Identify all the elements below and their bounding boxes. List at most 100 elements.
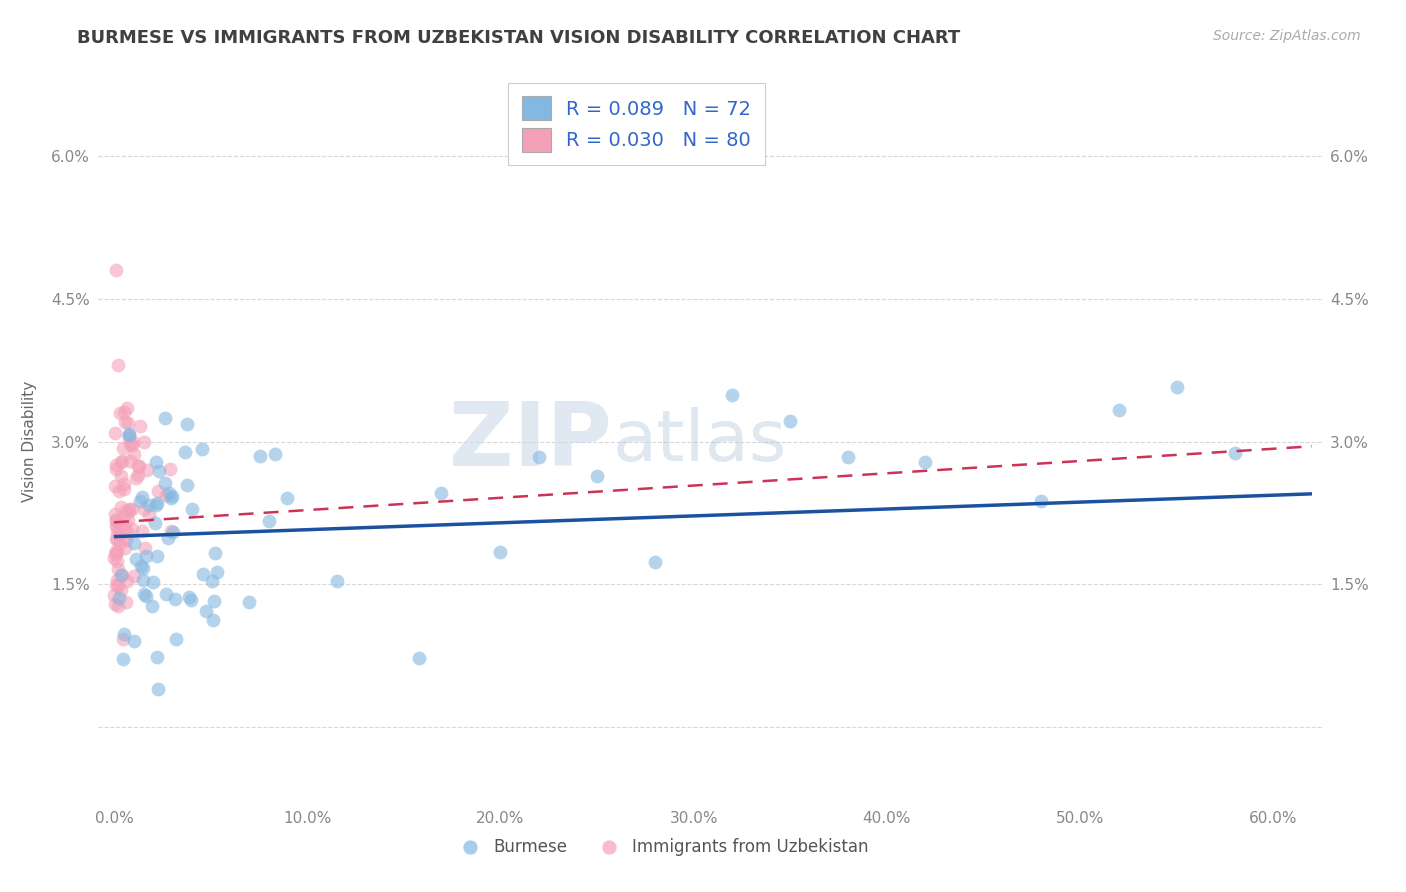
Point [180,502,202,516]
Point [129,559,152,574]
Point [107,526,129,541]
Point [112,482,135,496]
Text: ZIP: ZIP [450,398,612,485]
Point [122,569,145,583]
Point [115,533,138,547]
Point [914,455,936,469]
Point [114,415,136,429]
Point [105,513,128,527]
Point [142,574,165,589]
Point [104,513,127,527]
Point [201,574,224,588]
Point [146,484,169,499]
Point [108,406,131,420]
Point [121,437,143,451]
Point [122,536,145,550]
Point [129,419,152,434]
Point [180,593,202,607]
Point [129,494,152,508]
Point [117,416,139,430]
Point [117,513,139,527]
Point [111,568,134,582]
Point [159,491,181,505]
Point [162,524,184,539]
Point [103,588,125,602]
Text: atlas: atlas [612,407,786,476]
Point [110,583,132,598]
Point [121,502,143,516]
Point [159,461,181,475]
Point [408,650,430,665]
Point [155,587,177,601]
Point [107,579,129,593]
Point [264,447,287,461]
Point [114,594,136,608]
Point [1031,493,1053,508]
Point [118,428,141,442]
Point [112,511,135,525]
Point [191,442,214,457]
Text: Source: ZipAtlas.com: Source: ZipAtlas.com [1213,29,1361,43]
Point [138,508,160,523]
Point [105,458,128,472]
Point [207,565,229,579]
Point [132,435,155,450]
Point [174,445,197,459]
Point [249,450,271,464]
Point [112,476,135,491]
Point [156,531,179,545]
Point [127,459,149,474]
Point [115,574,138,588]
Point [259,514,281,528]
Point [118,453,141,467]
Point [128,459,150,474]
Point [112,404,135,418]
Point [114,541,136,555]
Point [111,632,134,646]
Point [134,541,156,555]
Point [107,591,129,605]
Y-axis label: Vision Disability: Vision Disability [22,381,38,502]
Point [132,587,155,601]
Point [204,546,226,560]
Point [125,471,148,485]
Point [238,595,260,609]
Point [146,681,169,696]
Point [165,632,187,647]
Point [146,549,169,563]
Point [117,525,139,540]
Point [195,604,218,618]
Point [105,461,128,475]
Point [104,425,127,440]
Point [104,263,127,277]
Point [136,462,159,476]
Point [121,522,143,536]
Point [110,568,132,582]
Point [489,545,512,559]
Point [103,551,125,566]
Point [127,467,149,482]
Point [132,560,155,574]
Point [105,526,128,541]
Point [1166,379,1188,393]
Point [138,498,160,512]
Point [131,524,153,538]
Point [110,469,132,483]
Point [118,430,141,444]
Point [104,479,127,493]
Point [143,516,166,531]
Point [110,455,132,469]
Point [644,555,666,569]
Point [103,507,125,521]
Point [145,455,167,469]
Point [104,597,127,611]
Point [122,447,145,461]
Point [145,498,167,512]
Point [111,442,134,456]
Point [148,464,170,478]
Point [110,453,132,467]
Point [112,627,135,641]
Point [1108,403,1130,417]
Text: BURMESE VS IMMIGRANTS FROM UZBEKISTAN VISION DISABILITY CORRELATION CHART: BURMESE VS IMMIGRANTS FROM UZBEKISTAN VI… [77,29,960,46]
Point [120,437,142,451]
